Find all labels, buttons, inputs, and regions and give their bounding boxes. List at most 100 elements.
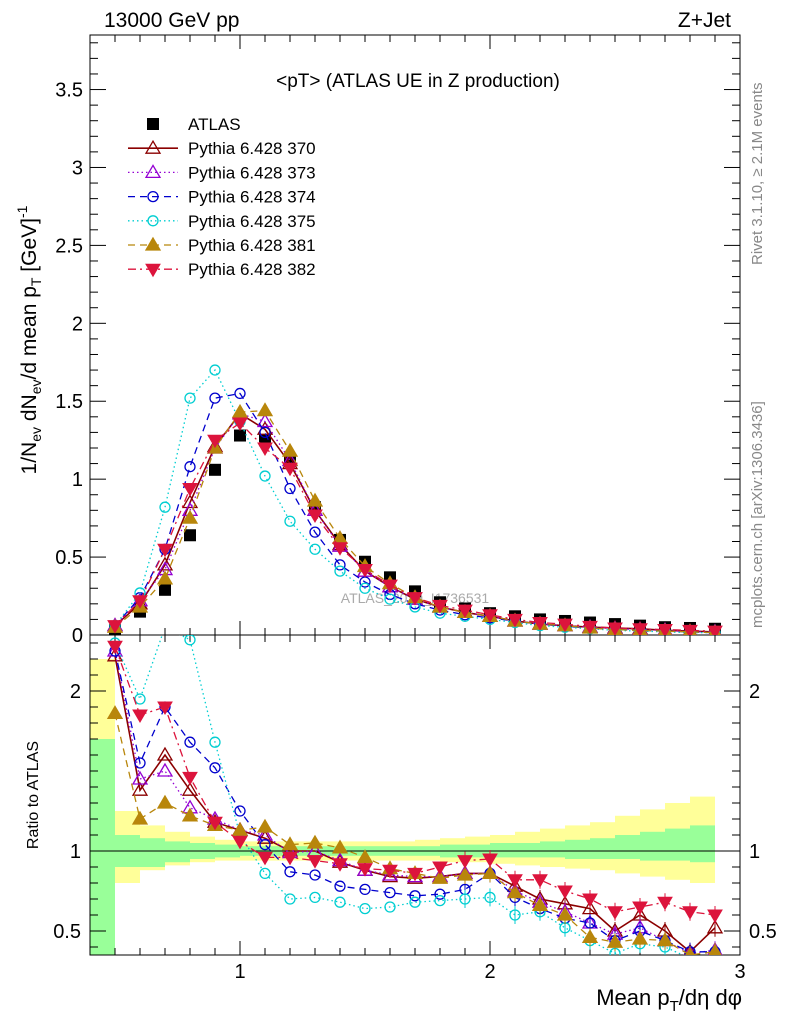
ratio-series-pythia-6-428-370 <box>106 647 724 955</box>
x-tick-label: 3 <box>734 961 745 983</box>
data-point <box>156 556 174 571</box>
ratio-band-inner <box>665 828 690 861</box>
data-point <box>107 620 123 634</box>
ratio-band-inner <box>590 838 615 859</box>
data-point <box>309 543 321 555</box>
data-point <box>657 624 673 635</box>
legend-entry: Pythia 6.428 375 <box>128 212 316 231</box>
ratio-point <box>557 885 573 899</box>
ratio-point <box>685 946 695 955</box>
ratio-point <box>581 929 599 944</box>
ratio-y-axis-label: Ratio to ATLAS <box>25 741 42 849</box>
series-line <box>114 368 715 634</box>
ratio-point <box>482 853 498 867</box>
data-point <box>632 623 648 635</box>
data-point <box>557 618 573 633</box>
data-point <box>582 620 598 635</box>
main-y-tick-label: 3.5 <box>55 80 83 102</box>
ratio-point <box>209 736 221 748</box>
ratio-point <box>407 867 423 882</box>
ratio-point <box>707 909 723 923</box>
main-y-tick-label: 1 <box>72 469 83 491</box>
ratio-point <box>284 893 296 905</box>
data-point <box>209 463 221 476</box>
ratio-point <box>256 818 274 833</box>
ratio-band-inner <box>690 825 715 863</box>
ratio-band-inner <box>615 835 640 859</box>
ratio-point <box>259 867 271 880</box>
data-point <box>181 509 199 524</box>
data-point <box>607 622 623 635</box>
ratio-point <box>256 829 274 844</box>
ratio-point <box>706 919 724 934</box>
data-point <box>432 599 448 614</box>
ratio-point <box>334 880 346 892</box>
ratio-point <box>107 640 123 655</box>
data-point <box>407 592 423 606</box>
data-point <box>257 442 273 456</box>
ratio-series-pythia-6-428-375 <box>109 635 720 955</box>
data-point <box>282 462 298 477</box>
data-point <box>334 565 346 577</box>
ratio-point <box>359 902 371 915</box>
x-tick-label: 1 <box>234 961 245 983</box>
legend-label: Pythia 6.428 381 <box>188 236 316 255</box>
ratio-point <box>607 906 623 920</box>
ratio-point <box>507 874 523 888</box>
ratio-point <box>456 866 474 881</box>
data-point <box>532 617 548 631</box>
ratio-point <box>231 821 249 836</box>
data-point <box>256 402 274 417</box>
ratio-point <box>134 693 146 705</box>
ratio-point <box>334 896 346 908</box>
data-point <box>307 509 323 523</box>
main-y-tick-label: 2 <box>72 313 83 335</box>
ratio-point <box>309 891 321 904</box>
ratio-point <box>682 906 698 920</box>
ratio-point <box>384 886 396 899</box>
ratio-point <box>481 865 499 880</box>
ratio-point <box>532 874 548 888</box>
ratio-point <box>656 932 674 947</box>
ratio-point <box>683 943 697 955</box>
plot-title: <pT> (ATLAS UE in Z production) <box>276 71 560 92</box>
legend-marker <box>147 118 159 130</box>
axis-ticks <box>89 35 741 955</box>
rivet-version-text: Rivet 3.1.10, ≥ 2.1M events <box>749 83 766 266</box>
ratio-point <box>156 794 174 809</box>
data-point <box>184 461 196 473</box>
ratio-point <box>332 858 348 872</box>
data-point <box>284 482 296 495</box>
main-y-axis-label: 1/Nev dNev/d mean pT [GeV]-1 <box>14 205 44 474</box>
data-point <box>309 501 321 514</box>
data-point <box>182 483 198 497</box>
main-y-tick-label: 1.5 <box>55 391 83 413</box>
data-point <box>231 403 249 418</box>
series-pythia-6-428-382 <box>107 417 723 635</box>
main-series <box>106 364 723 635</box>
ratio-point <box>434 894 446 907</box>
ratio-point <box>106 705 124 720</box>
ratio-point <box>459 893 471 905</box>
legend-marker <box>147 190 159 203</box>
ratio-point <box>232 835 248 850</box>
data-point <box>259 470 271 482</box>
ratio-line <box>114 635 685 955</box>
ratio-point <box>432 861 448 875</box>
ratio-point <box>584 917 596 929</box>
data-point <box>256 413 274 428</box>
ratio-y-tick-label-right: 1 <box>749 841 760 863</box>
ratio-band-inner <box>165 841 190 863</box>
ratio-point <box>181 807 199 822</box>
ratio-band-inner <box>540 841 565 858</box>
ratio-point <box>156 746 174 761</box>
tick-labels: 0 0.5 1 1.5 2 2.5 3 3.5 0.5 0.5 1 1 2 2 1 2 3 <box>53 80 777 983</box>
legend-entry: Pythia 6.428 370 <box>128 139 316 158</box>
ratio-point <box>131 770 149 785</box>
header-right: Z+Jet <box>678 9 731 32</box>
data-point <box>209 364 221 376</box>
ratio-point <box>307 855 323 869</box>
ratio-point <box>509 909 521 921</box>
ratio-point <box>234 805 246 817</box>
data-point <box>382 579 398 594</box>
